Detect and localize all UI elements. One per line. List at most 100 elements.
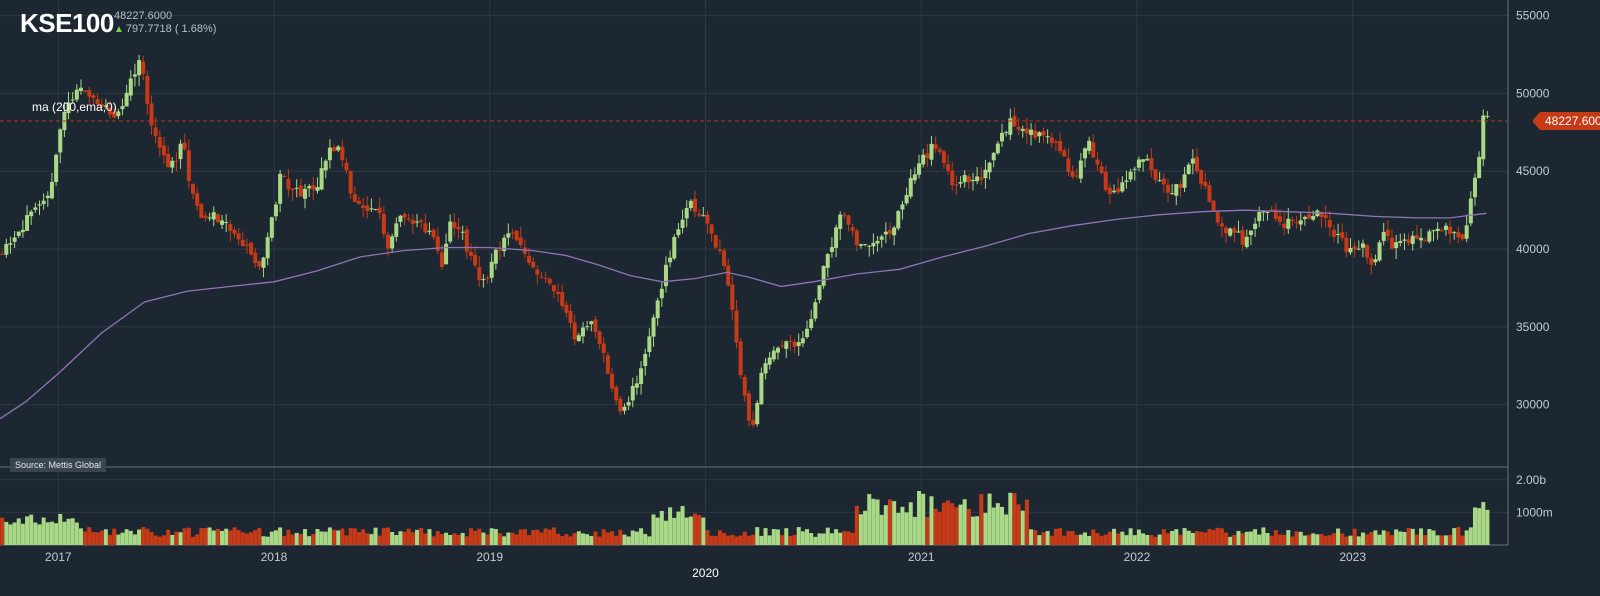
volume-bar — [639, 528, 644, 545]
last-price-badge: 48227.600 — [1533, 112, 1600, 130]
volume-bar — [498, 533, 503, 545]
volume-bar — [157, 536, 162, 545]
volume-bar — [684, 517, 689, 545]
candle-body — [1302, 216, 1307, 219]
volume-bar — [1112, 528, 1117, 545]
candle-body — [771, 350, 776, 360]
volume-bar — [622, 534, 627, 545]
candle-body — [784, 341, 789, 349]
volume-bar — [929, 496, 934, 545]
volume-bar — [1211, 529, 1216, 545]
candle-body — [1178, 184, 1183, 188]
volume-bar — [1286, 530, 1291, 545]
volume-bar — [941, 502, 946, 545]
candle-body — [87, 90, 92, 97]
candle-body — [1323, 214, 1328, 218]
volume-bar — [755, 527, 760, 545]
candle-body — [1360, 243, 1365, 248]
candle-body — [875, 240, 880, 244]
volume-bar — [211, 530, 216, 545]
candle-body — [161, 145, 166, 156]
candle-body — [1410, 235, 1415, 244]
candle-body — [767, 357, 772, 365]
candle-body — [1024, 128, 1029, 134]
candle-body — [191, 183, 196, 194]
volume-bar — [70, 518, 75, 545]
volume-bar — [427, 529, 432, 545]
candle-body — [66, 102, 71, 114]
volume-bar — [829, 533, 834, 545]
volume-bar — [406, 528, 411, 545]
volume-bar — [975, 516, 980, 545]
candle-body — [311, 185, 316, 190]
volume-bar — [805, 529, 810, 545]
candle-body — [394, 223, 399, 237]
candle-body — [33, 207, 38, 210]
volume-bar — [195, 534, 200, 545]
volume-bar — [1058, 528, 1063, 545]
volume-bar — [1099, 535, 1104, 545]
candle-body — [954, 184, 959, 186]
volume-bar — [493, 529, 498, 545]
candle-body — [406, 218, 411, 220]
moving-average-label: ma (200,ema,0) — [32, 100, 117, 114]
volume-bar — [904, 512, 909, 545]
volume-bar — [643, 533, 648, 545]
volume-bar — [838, 532, 843, 545]
volume-bar — [1199, 531, 1204, 545]
candle-body — [145, 75, 150, 104]
volume-bar — [261, 536, 266, 545]
candle-body — [610, 373, 615, 389]
candle-body — [887, 230, 892, 234]
candle-body — [257, 261, 262, 267]
volume-bar — [1414, 534, 1419, 545]
volume-bar — [1311, 533, 1316, 545]
volume-bar — [618, 529, 623, 545]
volume-bar — [319, 531, 324, 545]
volume-bar — [394, 535, 399, 545]
candle-body — [1132, 168, 1137, 170]
candle-body — [626, 402, 631, 406]
volume-bar — [734, 536, 739, 545]
volume-bar — [1124, 535, 1129, 545]
candle-body — [937, 149, 942, 152]
volume-bar — [1369, 532, 1374, 545]
candle-body — [547, 278, 552, 284]
volume-bar — [854, 505, 859, 545]
volume-bar — [950, 503, 955, 545]
volume-bar — [286, 529, 291, 545]
volume-bar — [1277, 534, 1282, 545]
volume-bar — [925, 517, 930, 545]
volume-bar — [1265, 533, 1270, 545]
volume-bar — [423, 533, 428, 545]
candle-body — [1373, 259, 1378, 263]
candle-body — [489, 261, 494, 278]
volume-bar — [1215, 527, 1220, 545]
volume-bar — [954, 507, 959, 545]
candle-body — [879, 236, 884, 240]
candle-body — [1070, 171, 1075, 177]
candle-body — [99, 104, 104, 107]
volume-bar — [1095, 533, 1100, 545]
candle-body — [651, 317, 656, 337]
volume-bar — [921, 493, 926, 545]
volume-bar — [1477, 508, 1482, 545]
candle-body — [871, 242, 876, 247]
candle-body — [792, 341, 797, 347]
volume-bar — [1435, 535, 1440, 545]
volume-bar — [66, 518, 71, 545]
volume-bar — [1352, 528, 1357, 545]
candle-body — [211, 212, 216, 220]
volume-bar — [1452, 528, 1457, 545]
candle-body — [713, 234, 718, 248]
candle-body — [1074, 175, 1079, 177]
candle-body — [1020, 128, 1025, 131]
candle-body — [1311, 215, 1316, 220]
candle-body — [12, 237, 17, 242]
candle-body — [132, 74, 137, 77]
volume-bar — [987, 493, 992, 545]
volume-bar — [858, 514, 863, 545]
candle-body — [904, 195, 909, 204]
candle-body — [846, 215, 851, 225]
candle-body — [813, 302, 818, 319]
